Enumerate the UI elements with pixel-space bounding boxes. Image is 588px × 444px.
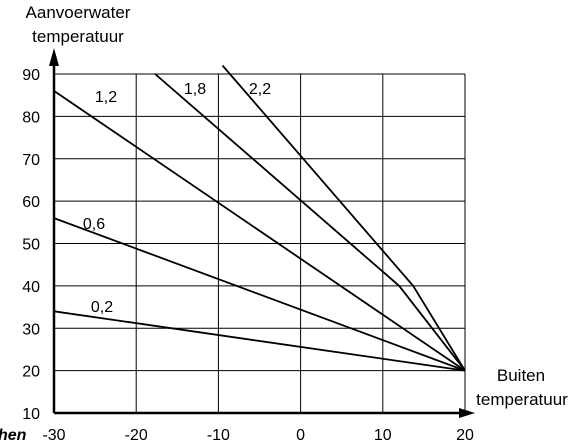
heating-curves bbox=[53, 64, 466, 372]
y-tick-label: 80 bbox=[22, 109, 40, 126]
axes bbox=[49, 48, 475, 418]
curve-label: 1,2 bbox=[95, 89, 117, 106]
x-tick-label: 20 bbox=[456, 427, 474, 444]
x-tick-label: -10 bbox=[207, 427, 230, 444]
grid bbox=[54, 73, 466, 413]
curve-labels: 0,2 0,6 1,2 1,8 2,2 bbox=[83, 81, 271, 316]
y-tick-label: 20 bbox=[22, 364, 40, 381]
x-axis-arrowhead bbox=[459, 408, 475, 418]
y-tick-label: 30 bbox=[22, 321, 40, 338]
curve-label: 2,2 bbox=[249, 81, 271, 98]
tick-labels: 10 20 30 40 50 60 70 80 90 -30 -20 -10 0 10 20 bbox=[22, 67, 474, 444]
x-axis-title-line-2: temperatuur bbox=[476, 390, 568, 409]
x-tick-label: -30 bbox=[42, 427, 65, 444]
curve-1-8 bbox=[154, 73, 466, 372]
curve-1-2 bbox=[53, 90, 466, 372]
x-tick-label: 0 bbox=[296, 427, 305, 444]
y-tick-label: 10 bbox=[22, 406, 40, 423]
curve-2-2 bbox=[221, 64, 466, 372]
y-tick-label: 90 bbox=[22, 67, 40, 84]
x-tick-label: 10 bbox=[374, 427, 392, 444]
y-tick-label: 70 bbox=[22, 152, 40, 169]
y-tick-label: 40 bbox=[22, 279, 40, 296]
curve-label: 0,6 bbox=[83, 216, 105, 233]
curve-label: 0,2 bbox=[91, 299, 113, 316]
curve-label: 1,8 bbox=[184, 81, 206, 98]
x-axis-title-line-1: Buiten bbox=[497, 366, 545, 385]
curve-0-2 bbox=[53, 310, 466, 372]
y-tick-label: 50 bbox=[22, 237, 40, 254]
cropped-caption-fragment: hen bbox=[0, 427, 27, 444]
y-axis-arrowhead bbox=[49, 48, 59, 66]
y-axis-title-line-1: Aanvoerwater bbox=[26, 3, 131, 22]
curve-0-6 bbox=[53, 217, 466, 372]
y-axis-title-line-2: temperatuur bbox=[32, 27, 124, 46]
y-tick-label: 60 bbox=[22, 194, 40, 211]
x-tick-label: -20 bbox=[125, 427, 148, 444]
